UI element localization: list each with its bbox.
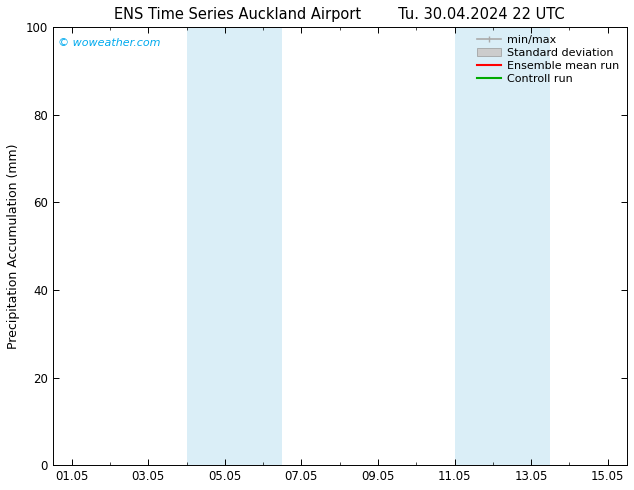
Bar	[186, 27, 282, 465]
Legend: min/max, Standard deviation, Ensemble mean run, Controll run: min/max, Standard deviation, Ensemble me…	[474, 33, 621, 86]
Bar	[455, 27, 550, 465]
Y-axis label: Precipitation Accumulation (mm): Precipitation Accumulation (mm)	[7, 144, 20, 349]
Text: © woweather.com: © woweather.com	[58, 38, 161, 48]
Title: ENS Time Series Auckland Airport        Tu. 30.04.2024 22 UTC: ENS Time Series Auckland Airport Tu. 30.…	[114, 7, 565, 22]
